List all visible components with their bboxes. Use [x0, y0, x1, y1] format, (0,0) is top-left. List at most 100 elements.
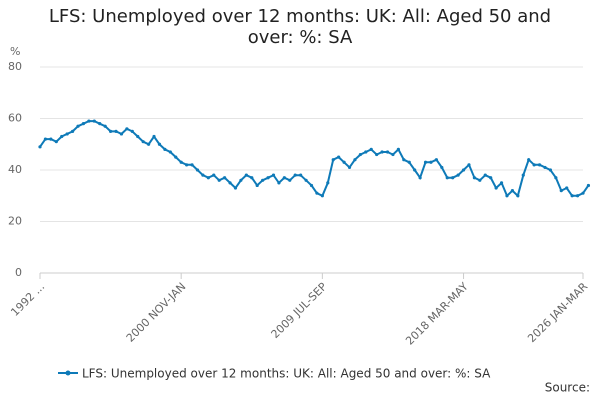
- y-tick-label: 60: [8, 112, 22, 125]
- point: [510, 189, 515, 193]
- point: [228, 181, 232, 185]
- point: [483, 173, 487, 177]
- point: [358, 152, 362, 157]
- point: [87, 119, 91, 123]
- point: [337, 155, 341, 159]
- point: [261, 178, 265, 182]
- point: [277, 181, 281, 185]
- point: [532, 163, 536, 167]
- point: [489, 176, 493, 180]
- point: [136, 134, 140, 139]
- point: [375, 152, 379, 157]
- point: [342, 160, 346, 164]
- point: [423, 160, 428, 164]
- point: [103, 124, 107, 128]
- y-tick-label: 20: [8, 215, 22, 228]
- point: [521, 173, 525, 177]
- point: [548, 168, 553, 172]
- point: [429, 160, 433, 164]
- point: [114, 129, 118, 133]
- point: [212, 173, 216, 177]
- point: [266, 176, 270, 180]
- point: [299, 173, 303, 177]
- point: [255, 183, 259, 188]
- y-tick-label: 80: [8, 60, 22, 73]
- point: [326, 181, 330, 185]
- point: [581, 191, 585, 195]
- point: [288, 178, 292, 182]
- point: [54, 140, 58, 144]
- line: [39, 120, 590, 198]
- point: [163, 147, 167, 151]
- point: [119, 132, 124, 136]
- point: [456, 173, 460, 177]
- point: [396, 147, 400, 151]
- point: [81, 122, 86, 126]
- point: [38, 145, 42, 149]
- point: [347, 165, 352, 170]
- x-tick-label: 2026 JAN-MAR: [525, 280, 590, 345]
- point: [369, 147, 373, 151]
- point: [537, 163, 542, 167]
- point: [543, 165, 547, 170]
- point: [65, 132, 69, 136]
- point: [418, 176, 422, 180]
- point: [60, 134, 64, 139]
- point: [554, 176, 558, 180]
- x-tick-label: 1992 ...: [8, 280, 47, 319]
- point: [516, 194, 520, 198]
- y-axis-label: %: [10, 45, 20, 58]
- x-tick-label: 2009 JUL-SEP: [269, 280, 330, 341]
- point: [440, 165, 444, 170]
- point: [217, 178, 221, 182]
- point: [467, 163, 471, 167]
- point: [250, 176, 254, 180]
- y-tick-label: 0: [15, 266, 22, 279]
- point: [49, 137, 53, 141]
- point: [223, 176, 227, 180]
- point: [575, 194, 580, 198]
- point: [76, 124, 80, 128]
- x-tick-label: 2018 MAR-MAY: [403, 280, 471, 348]
- point: [185, 163, 189, 167]
- point: [130, 129, 134, 133]
- point: [233, 186, 238, 190]
- point: [309, 183, 314, 188]
- point: [494, 186, 498, 190]
- point: [478, 178, 482, 182]
- point: [168, 150, 172, 154]
- point: [380, 150, 384, 154]
- point: [320, 194, 324, 198]
- point: [125, 127, 129, 131]
- point: [391, 152, 395, 157]
- point: [527, 158, 531, 162]
- point: [282, 176, 286, 180]
- point: [472, 176, 476, 180]
- point: [434, 158, 438, 162]
- point: [402, 158, 406, 162]
- point: [461, 168, 466, 172]
- point: [586, 183, 591, 188]
- chart-title: LFS: Unemployed over 12 months: UK: All:…: [48, 6, 552, 48]
- point: [413, 168, 417, 172]
- point: [385, 150, 390, 154]
- point: [559, 189, 563, 193]
- point: [451, 176, 455, 180]
- point: [157, 142, 162, 146]
- point: [304, 178, 308, 182]
- legend-label: LFS: Unemployed over 12 months: UK: All:…: [82, 367, 491, 381]
- point: [445, 176, 449, 180]
- y-tick-label: 40: [8, 163, 22, 176]
- point: [179, 160, 183, 164]
- point: [271, 173, 276, 177]
- point: [353, 158, 357, 162]
- point: [206, 176, 210, 180]
- point: [244, 173, 248, 177]
- point: [331, 158, 335, 162]
- point: [315, 191, 319, 195]
- point: [364, 150, 368, 154]
- legend-marker: [65, 370, 71, 376]
- point: [43, 137, 48, 141]
